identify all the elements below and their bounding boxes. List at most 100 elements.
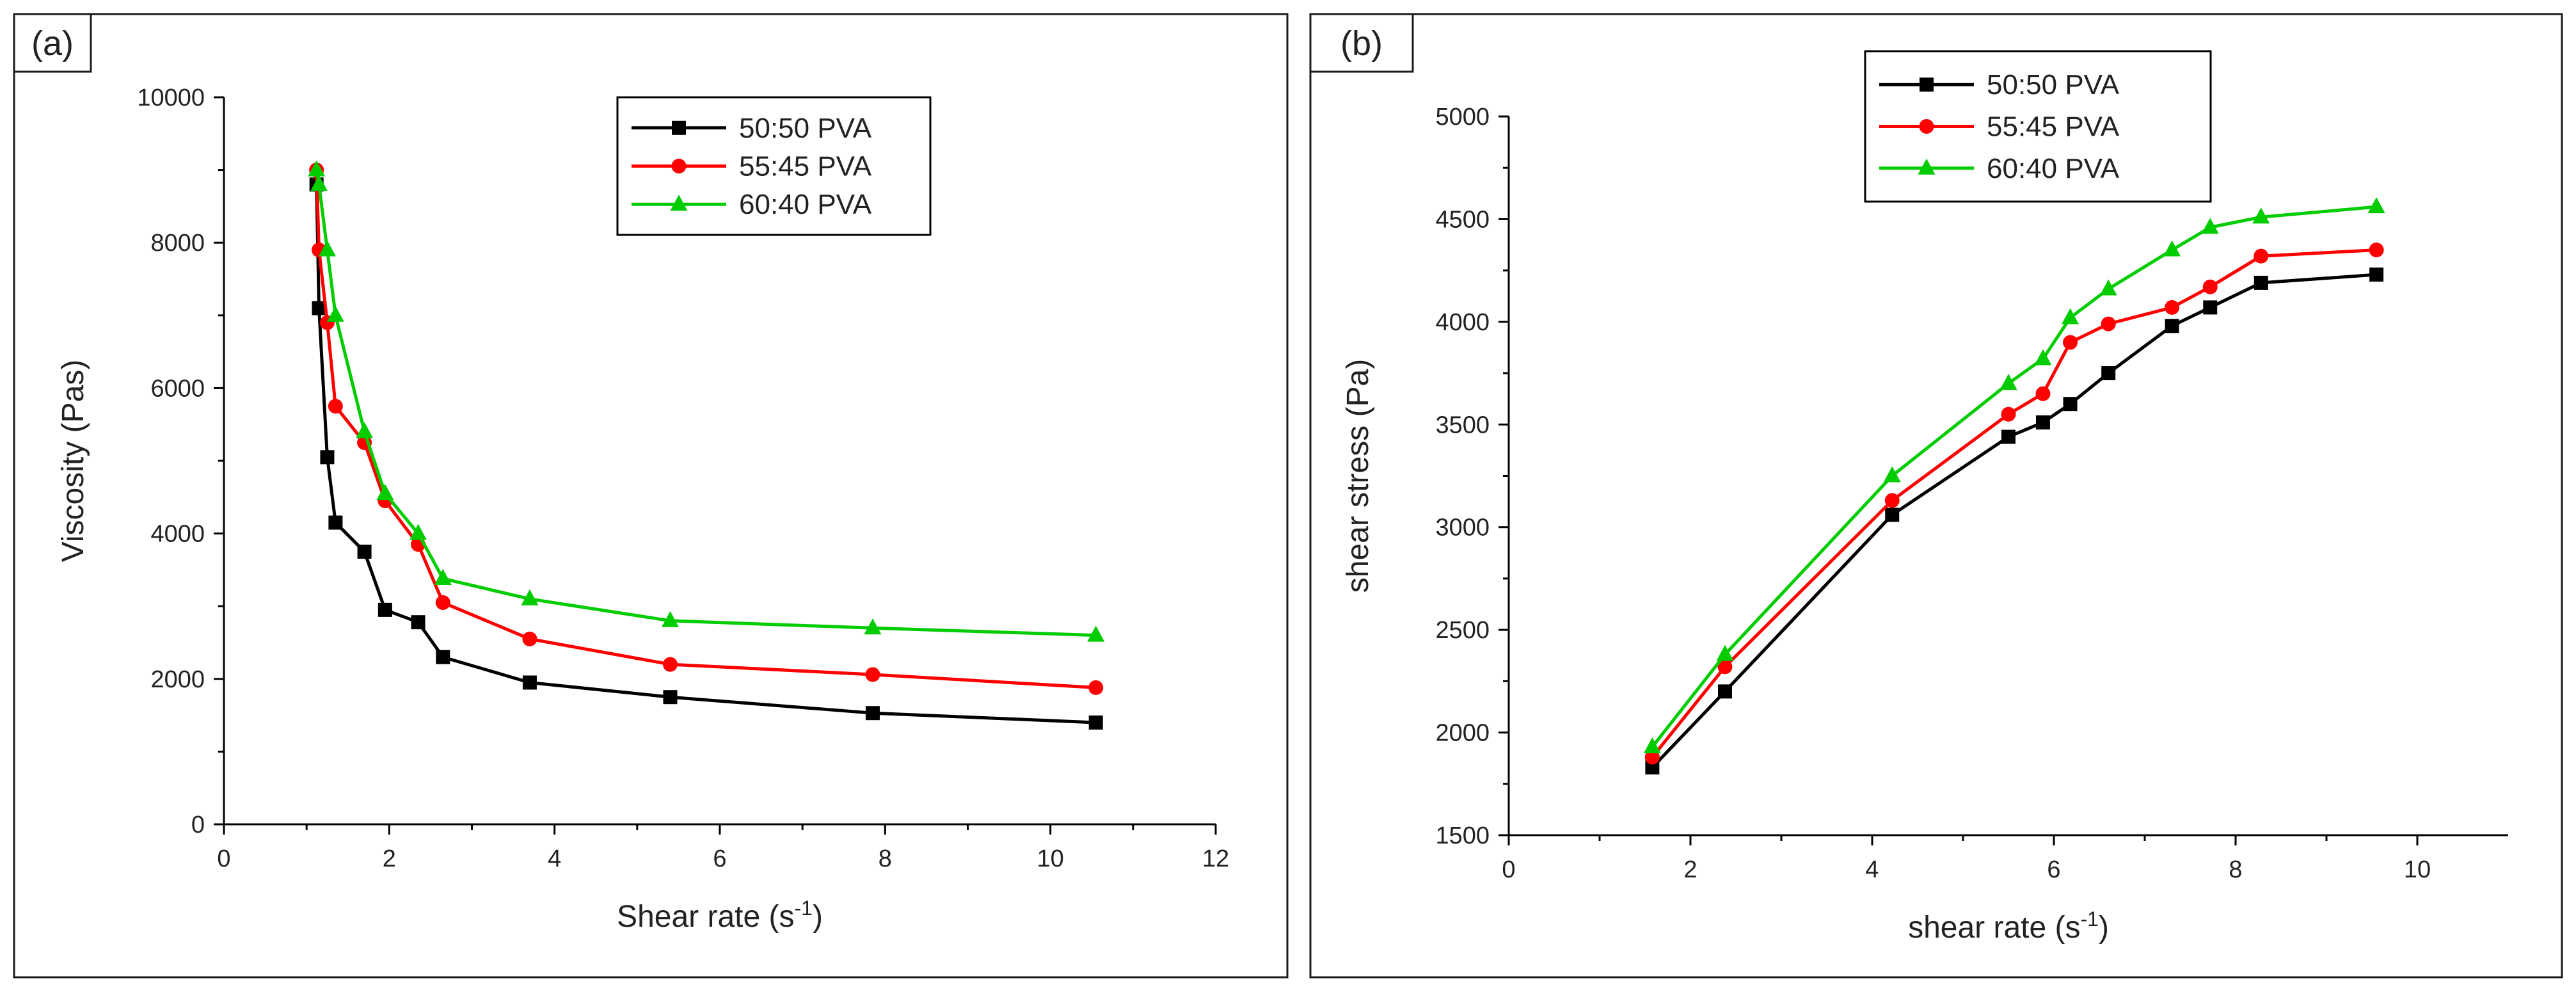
series-1 [309, 163, 1104, 695]
x-tick-label: 0 [1502, 856, 1515, 883]
data-point [328, 399, 343, 414]
data-point [2201, 218, 2219, 234]
x-axis-label-tail: ) [813, 900, 823, 934]
data-point [357, 545, 372, 559]
data-point [378, 602, 392, 617]
x-tick-label: 2 [1683, 856, 1697, 883]
panel-frame [1309, 13, 2563, 979]
data-point [312, 301, 326, 316]
data-point [1717, 684, 1732, 699]
data-point [1643, 737, 1661, 754]
data-point [1884, 493, 1900, 508]
data-point [2035, 415, 2050, 430]
legend-label: 60:40 PVA [739, 189, 872, 220]
data-point [2001, 429, 2015, 444]
data-point [1088, 680, 1104, 695]
y-axis-label: shear stress (Pa) [1341, 359, 1375, 593]
legend-marker [1918, 158, 1936, 175]
y-tick-label: 2000 [150, 666, 205, 693]
data-point [2101, 366, 2116, 381]
y-tick-label: 4000 [150, 521, 205, 548]
y-tick-label: 4500 [1435, 206, 1490, 233]
x-tick-label: 2 [383, 845, 396, 872]
data-point [1716, 644, 1734, 661]
y-tick-label: 4000 [1435, 309, 1490, 336]
x-tick-label: 8 [879, 845, 892, 872]
x-tick-label: 4 [1865, 856, 1879, 883]
panel-label-box [13, 13, 92, 73]
data-point [1717, 659, 1733, 675]
y-tick-label: 0 [191, 812, 205, 838]
series-line [1651, 273, 2377, 769]
x-axis-label: shear rate (s-1) [1908, 908, 2109, 945]
data-point [521, 589, 539, 605]
series-1 [1644, 243, 2384, 765]
series-0 [309, 177, 1103, 730]
y-tick-label: 10000 [137, 84, 205, 111]
y-tick-label: 2500 [1435, 617, 1490, 644]
data-point [1885, 508, 1900, 522]
x-axis-label-main: Shear rate (s [617, 900, 794, 934]
panel-label: (b) [1340, 24, 1383, 63]
series-line [315, 184, 1096, 724]
data-point [2163, 240, 2181, 257]
panel-frame [13, 13, 1289, 979]
legend-marker [1920, 77, 1934, 92]
data-point [2001, 406, 2016, 422]
data-point [2034, 349, 2052, 365]
data-point [434, 569, 452, 586]
legend-marker [670, 195, 688, 211]
data-point [409, 524, 427, 540]
data-point [2099, 279, 2117, 296]
legend: 50:50 PVA 55:45 PVA 60:40 PVA [616, 96, 932, 236]
data-point [308, 160, 326, 177]
y-tick-label: 6000 [150, 375, 205, 402]
x-tick-label: 12 [1202, 845, 1229, 872]
x-axis-label-tail: ) [2099, 911, 2109, 945]
series-2 [1643, 197, 2385, 754]
data-point [2252, 207, 2270, 224]
data-point [1644, 749, 1660, 765]
x-tick-label: 6 [713, 845, 726, 872]
data-point [2254, 248, 2269, 264]
series-line [315, 170, 1096, 637]
legend-label: 55:45 PVA [1987, 111, 2120, 143]
x-tick-label: 6 [2047, 856, 2060, 883]
data-point [320, 450, 335, 465]
x-tick-label: 10 [1037, 845, 1064, 872]
x-tick-label: 8 [2229, 856, 2242, 883]
data-point [2165, 319, 2179, 333]
data-point [663, 657, 678, 672]
x-axis-label-main: shear rate (s [1908, 911, 2080, 945]
data-point [2202, 279, 2218, 294]
panel-label-box [1309, 13, 1414, 73]
legend-label: 55:45 PVA [739, 151, 872, 182]
series-line [315, 170, 1096, 689]
data-point [1087, 625, 1105, 642]
data-point [1645, 760, 1660, 775]
series-2 [308, 160, 1105, 642]
data-point [318, 240, 336, 257]
data-point [662, 611, 679, 627]
data-point [522, 675, 537, 690]
data-point [436, 650, 450, 664]
data-point [865, 706, 880, 721]
data-point [864, 618, 882, 635]
y-axis-label: Viscosity (Pas) [56, 360, 90, 563]
series-0 [1645, 268, 2384, 775]
legend-marker [671, 159, 687, 173]
x-tick-label: 4 [548, 845, 561, 872]
y-tick-label: 5000 [1435, 104, 1490, 131]
data-point [2062, 308, 2079, 324]
legend-marker [1919, 119, 1934, 134]
legend-marker [672, 120, 686, 135]
x-axis-label-superscript: -1 [2081, 908, 2099, 931]
legend-label: 50:50 PVA [1987, 69, 2120, 100]
data-point [522, 631, 537, 646]
data-point [2000, 374, 2017, 390]
legend-label: 50:50 PVA [739, 113, 872, 144]
y-tick-label: 3500 [1435, 412, 1490, 438]
data-point [328, 515, 343, 530]
x-axis-label: Shear rate (s-1) [617, 897, 823, 934]
y-tick-label: 2000 [1435, 720, 1490, 747]
